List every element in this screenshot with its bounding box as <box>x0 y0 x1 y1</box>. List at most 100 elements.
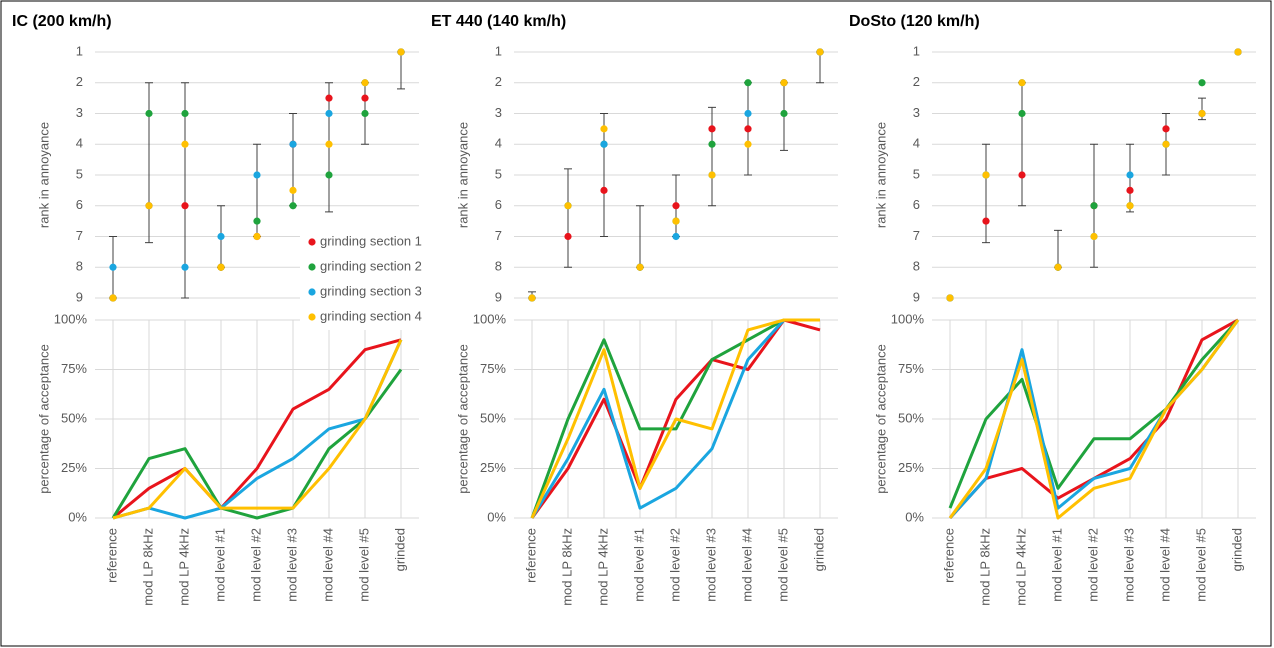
rank-dot <box>361 79 369 87</box>
y-tick-label: 9 <box>913 289 920 304</box>
acceptance-line <box>530 318 820 519</box>
x-tick-label: mod LP 4kHz <box>595 528 610 606</box>
rank-dot <box>946 294 954 302</box>
rank-dot <box>528 294 536 302</box>
x-tick-label: grinded <box>392 528 407 571</box>
y-tick-label: 100% <box>473 311 507 326</box>
x-tick-label: mod LP 4kHz <box>1013 528 1028 606</box>
y-tick-label: 3 <box>913 105 920 120</box>
acceptance-line <box>112 338 402 520</box>
rank-dot <box>1126 171 1134 179</box>
x-tick-label: grinded <box>1229 528 1244 571</box>
legend-label: grinding section 4 <box>320 308 422 323</box>
y-tick-label: 6 <box>76 197 83 212</box>
y-tick-label: 75% <box>898 361 924 376</box>
y-tick-label: 8 <box>76 259 83 274</box>
y-tick-label: 4 <box>76 136 83 151</box>
rank-dot <box>1054 263 1062 271</box>
x-tick-label: mod level #4 <box>320 528 335 602</box>
rank-dot <box>780 79 788 87</box>
y-tick-label: 50% <box>61 410 87 425</box>
rank-dot <box>289 202 297 210</box>
y-axis-label: percentage of acceptance <box>36 344 51 494</box>
y-tick-label: 5 <box>495 166 502 181</box>
rank-dot <box>253 217 261 225</box>
error-bar <box>145 82 153 244</box>
x-tick-label: mod LP 8kHz <box>559 528 574 606</box>
x-tick-label: mod level #4 <box>739 528 754 602</box>
legend-marker <box>308 263 316 271</box>
acceptance-line <box>111 368 403 520</box>
rank-dot <box>600 125 608 133</box>
rank-dot <box>1162 140 1170 148</box>
y-tick-label: 50% <box>480 410 506 425</box>
rank-dot <box>744 79 752 87</box>
legend-marker <box>308 313 316 321</box>
y-tick-label: 1 <box>913 43 920 58</box>
rank-dot <box>672 217 680 225</box>
rank-dot <box>109 294 117 302</box>
rank-dot <box>361 94 369 102</box>
y-tick-label: 7 <box>913 228 920 243</box>
rank-dot <box>325 171 333 179</box>
rank-dot <box>253 171 261 179</box>
rank-dot <box>600 140 608 148</box>
x-tick-label: mod level #1 <box>631 528 646 602</box>
x-tick-label: mod level #1 <box>212 528 227 602</box>
y-tick-label: 0% <box>905 509 924 524</box>
x-tick-label: mod level #3 <box>703 528 718 602</box>
x-tick-label: mod level #2 <box>248 528 263 602</box>
rank-dot <box>564 232 572 241</box>
rank-dot <box>325 94 333 102</box>
rank-dot <box>181 263 189 271</box>
acceptance-line <box>112 339 403 520</box>
rank-dot <box>145 202 153 210</box>
error-bar <box>708 106 716 207</box>
error-bar <box>982 143 990 244</box>
rank-dot <box>708 171 716 179</box>
y-tick-label: 4 <box>495 136 502 151</box>
rank-dot <box>982 171 990 179</box>
y-tick-label: 100% <box>891 311 925 326</box>
rank-dot <box>1090 202 1098 210</box>
y-tick-label: 6 <box>913 197 920 212</box>
y-tick-label: 75% <box>480 361 506 376</box>
x-tick-label: mod level #3 <box>284 528 299 602</box>
acceptance-line <box>948 318 1240 509</box>
y-tick-label: 5 <box>76 166 83 181</box>
y-tick-label: 9 <box>76 289 83 304</box>
rank-dot <box>181 140 189 148</box>
rank-dot <box>780 109 788 118</box>
rank-dot <box>109 263 117 271</box>
y-axis-label: percentage of acceptance <box>455 344 470 494</box>
rank-dot <box>1090 232 1098 241</box>
legend-marker <box>308 288 316 296</box>
y-tick-label: 0% <box>487 509 506 524</box>
y-tick-label: 3 <box>495 105 502 120</box>
rank-dot <box>181 202 189 210</box>
x-tick-label: mod LP 8kHz <box>140 528 155 606</box>
rank-dot <box>1126 186 1134 194</box>
rank-dot <box>744 109 752 118</box>
y-tick-label: 6 <box>495 197 502 212</box>
rank-dot <box>982 217 990 225</box>
rank-dot <box>217 263 225 271</box>
y-tick-label: 100% <box>54 311 88 326</box>
rank-dot <box>708 140 716 148</box>
x-tick-label: mod level #2 <box>667 528 682 602</box>
y-tick-label: 5 <box>913 166 920 181</box>
rank-dot <box>672 202 680 210</box>
y-tick-label: 0% <box>68 509 87 524</box>
legend-label: grinding section 1 <box>320 233 422 248</box>
y-axis-label: rank in annoyance <box>873 122 888 228</box>
x-tick-label: mod level #1 <box>1049 528 1064 602</box>
y-tick-label: 2 <box>76 74 83 89</box>
rank-dot <box>325 140 333 148</box>
legend-label: grinding section 3 <box>320 283 422 298</box>
rank-dot <box>253 232 261 241</box>
rank-dot <box>708 125 716 133</box>
rank-dot <box>1018 109 1026 118</box>
rank-dot <box>1018 171 1026 179</box>
x-tick-label: reference <box>941 528 956 583</box>
panel-title: DoSto (120 km/h) <box>849 13 980 30</box>
